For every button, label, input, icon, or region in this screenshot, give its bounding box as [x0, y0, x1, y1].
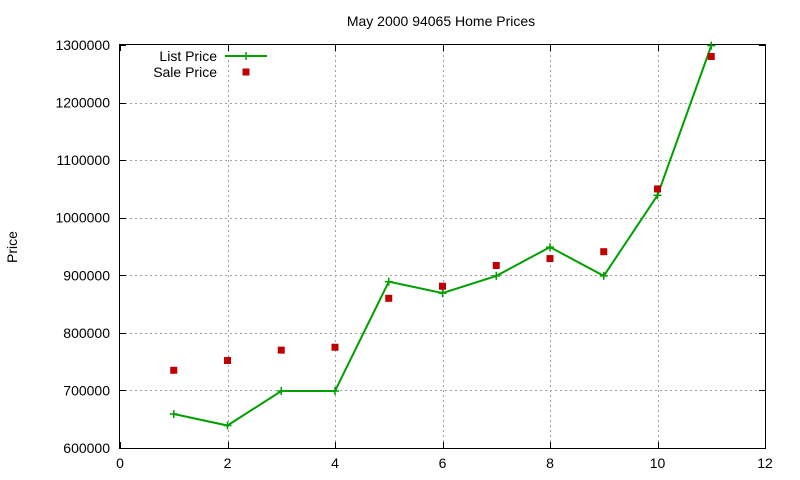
y-tick-label: 700000 — [63, 382, 110, 398]
x-tick-label: 10 — [650, 455, 666, 471]
y-tick-label: 1200000 — [55, 95, 110, 111]
y-tick-label: 1100000 — [57, 152, 111, 168]
y-tick-label: 1300000 — [55, 37, 110, 53]
x-tick-label: 6 — [439, 455, 447, 471]
data-point — [384, 277, 393, 286]
data-point — [169, 410, 178, 419]
grid-lines — [120, 45, 765, 448]
axis-ticks — [120, 45, 766, 449]
y-tick-label: 600000 — [63, 440, 110, 456]
series-sale-price — [170, 53, 715, 374]
data-point — [223, 421, 232, 430]
data-point — [600, 248, 608, 256]
legend-marker-swatch — [242, 68, 250, 76]
legend-label: Sale Price — [153, 64, 217, 80]
series-layer — [169, 41, 716, 430]
data-point — [546, 243, 554, 252]
data-point — [170, 366, 178, 374]
series-list-price — [169, 41, 716, 430]
data-point — [224, 356, 231, 364]
data-point — [654, 185, 661, 193]
data-point — [331, 387, 339, 396]
data-point — [331, 343, 339, 351]
y-tick-label: 900000 — [63, 267, 110, 283]
tick-labels: 0 2 4 6 8 10 12 600000 700000 800000 900000 1000000… — [55, 37, 773, 471]
data-point — [277, 346, 285, 354]
data-point — [438, 289, 447, 298]
data-point — [653, 191, 662, 200]
x-tick-label: 2 — [224, 455, 232, 471]
data-point — [277, 387, 286, 396]
data-point — [385, 294, 393, 302]
data-point — [546, 255, 554, 263]
data-point — [599, 271, 608, 280]
legend-marker-swatch — [242, 52, 250, 60]
data-point — [707, 41, 716, 50]
data-point — [492, 261, 500, 269]
chart-title: May 2000 94065 Home Prices — [347, 13, 535, 29]
x-tick-label: 0 — [116, 455, 124, 471]
data-point — [439, 282, 446, 290]
data-point — [707, 53, 715, 61]
series-line — [173, 45, 713, 427]
legend-label: List Price — [159, 48, 217, 64]
y-tick-label: 1000000 — [55, 210, 110, 226]
x-tick-label: 8 — [546, 455, 554, 471]
data-point — [492, 271, 501, 280]
plot-frame — [119, 44, 766, 449]
y-axis-label: Price — [4, 231, 20, 263]
x-tick-label: 4 — [331, 455, 339, 471]
x-tick-label: 12 — [757, 455, 773, 471]
y-tick-label: 800000 — [63, 325, 110, 341]
